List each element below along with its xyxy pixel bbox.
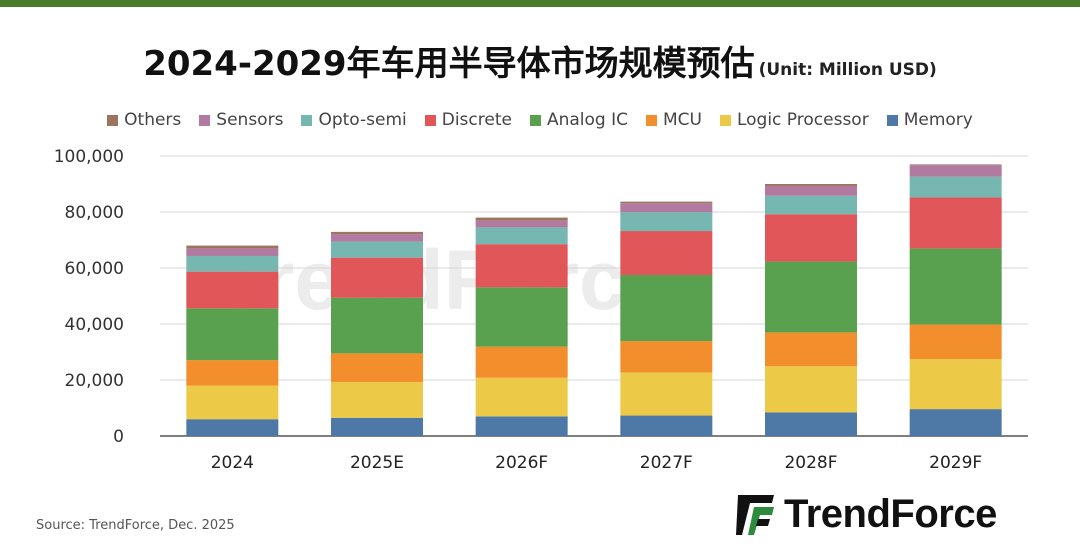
legend-item: Discrete [424, 110, 512, 130]
bar-segment-memory [909, 409, 1002, 436]
bar-segment-logic-processor [909, 359, 1002, 410]
legend-label: Sensors [216, 110, 284, 130]
x-tick-label: 2027F [640, 453, 693, 473]
bar-segment-opto-semi [620, 212, 713, 232]
x-tick-label: 2025E [350, 453, 404, 473]
y-tick-label: 60,000 [65, 259, 124, 279]
y-tick-label: 80,000 [65, 203, 124, 223]
legend-swatch [645, 114, 657, 126]
unit-label: (Unit: Million USD) [758, 60, 937, 80]
legend-label: Memory [903, 110, 973, 130]
bar-segment-mcu [475, 346, 568, 378]
bar-segment-sensors [475, 220, 568, 228]
bar-segment-others [475, 217, 568, 221]
legend: Others Sensors Opto-semi Discrete Analog IC M… [0, 110, 1080, 130]
bar-segment-discrete [331, 257, 423, 298]
bar-segment-memory [186, 419, 279, 436]
bar-segment-logic-processor [475, 377, 568, 417]
legend-label: Opto-semi [318, 110, 407, 130]
legend-swatch [301, 114, 313, 126]
bar-segment-logic-processor [331, 381, 423, 418]
legend-item: MCU [645, 110, 702, 130]
bar-segment-others [186, 245, 279, 249]
bar-segment-discrete [475, 244, 568, 288]
x-tick-label: 2028F [784, 453, 837, 473]
legend-item: Opto-semi [301, 110, 407, 130]
bar-segment-opto-semi [765, 195, 857, 215]
bar-segment-opto-semi [186, 255, 279, 272]
x-tick-label: 2024 [211, 453, 254, 473]
bar-segment-memory [765, 412, 857, 436]
legend-item: Memory [886, 110, 973, 130]
bar-segment-discrete [620, 231, 713, 275]
legend-item: Analog IC [529, 110, 628, 130]
bar-segment-sensors [765, 185, 857, 196]
legend-swatch [886, 114, 898, 126]
legend-item: Logic Processor [719, 110, 869, 130]
bar-segment-discrete [186, 271, 279, 309]
trendforce-logo: TrendForce [736, 492, 997, 537]
source-note: Source: TrendForce, Dec. 2025 [36, 518, 235, 533]
x-tick-label: 2029F [929, 453, 982, 473]
legend-label: Analog IC [546, 110, 628, 130]
bar-segment-mcu [331, 353, 423, 382]
bar-segment-others [765, 184, 857, 186]
bar-segment-mcu [186, 360, 279, 386]
bar-segment-others [909, 164, 1002, 166]
bar-segment-mcu [620, 341, 713, 373]
bar-segment-sensors [620, 203, 713, 213]
bar-segment-opto-semi [331, 241, 423, 258]
title-text: 2024-2029年车用半导体市场规模预估 [143, 44, 755, 84]
bar-segment-mcu [909, 324, 1002, 359]
legend-label: Logic Processor [736, 110, 869, 130]
bar-segment-opto-semi [475, 227, 568, 245]
bar-segment-analog-ic [186, 308, 279, 361]
bar-segment-others [620, 201, 713, 204]
bar-segment-analog-ic [909, 248, 1002, 325]
bar-segment-analog-ic [620, 275, 713, 342]
trendforce-logo-icon [736, 494, 774, 535]
bar-segment-others [331, 231, 423, 235]
top-accent-bar [0, 0, 1080, 7]
legend-label: MCU [662, 110, 702, 130]
bar-segment-sensors [909, 165, 1002, 177]
bar-segment-analog-ic [475, 287, 568, 347]
bar-segment-opto-semi [909, 176, 1002, 198]
legend-label: Discrete [441, 110, 512, 130]
legend-swatch [199, 114, 211, 126]
legend-swatch [529, 114, 541, 126]
legend-swatch [424, 114, 436, 126]
legend-label: Others [124, 110, 182, 130]
bar-segment-logic-processor [186, 385, 279, 420]
bar-segment-memory [331, 417, 423, 436]
bar-segment-memory [620, 415, 713, 436]
bar-segment-mcu [765, 332, 857, 367]
bar-segment-analog-ic [765, 261, 857, 333]
chart-title: 2024-2029年车用半导体市场规模预估 (Unit: Million USD) [0, 36, 1080, 85]
legend-swatch [107, 114, 119, 126]
legend-swatch [719, 114, 731, 126]
bar-segment-logic-processor [765, 366, 857, 413]
logo-text: TrendForce [784, 492, 997, 536]
y-tick-label: 0 [113, 427, 124, 447]
legend-item: Sensors [199, 110, 283, 130]
bar-segment-sensors [331, 234, 423, 242]
bar-segment-memory [475, 416, 568, 436]
bar-segment-discrete [765, 214, 857, 262]
legend-item: Others [107, 110, 181, 130]
x-tick-label: 2026F [495, 453, 548, 473]
bar-segment-discrete [909, 197, 1002, 249]
y-tick-label: 40,000 [65, 315, 124, 335]
y-tick-label: 100,000 [54, 147, 124, 167]
bar-segment-sensors [186, 248, 279, 256]
bar-segment-analog-ic [331, 297, 423, 354]
y-tick-label: 20,000 [65, 371, 124, 391]
bar-segment-logic-processor [620, 372, 713, 416]
